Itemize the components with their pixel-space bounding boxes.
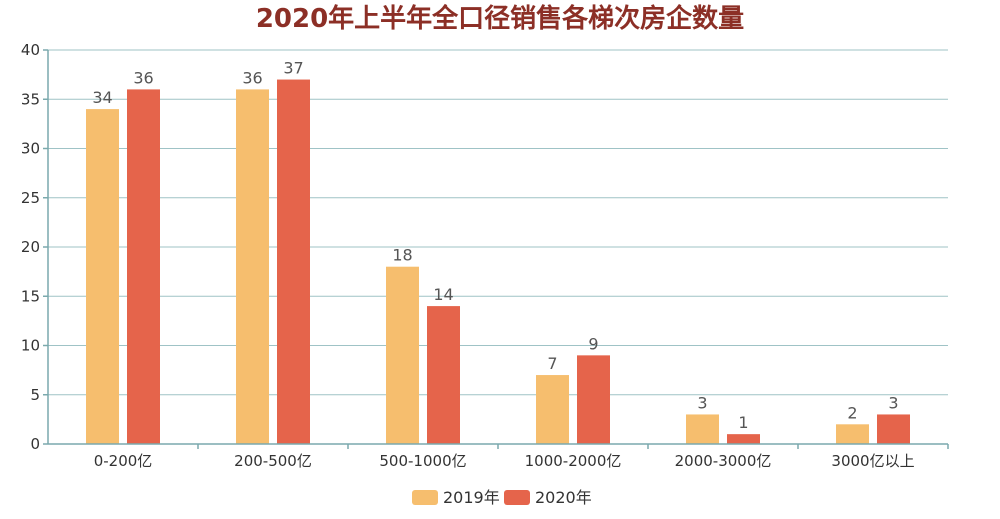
bar bbox=[386, 266, 419, 444]
y-tick-label: 5 bbox=[30, 386, 40, 404]
y-tick-label: 20 bbox=[21, 238, 40, 256]
x-category-label: 2000-3000亿 bbox=[675, 452, 772, 470]
bar bbox=[727, 434, 760, 444]
data-label: 9 bbox=[588, 334, 598, 353]
y-axis-ticks: 0 5 10 15 20 25 30 35 40 bbox=[21, 41, 48, 453]
data-label: 2 bbox=[847, 403, 857, 422]
y-tick-label: 25 bbox=[21, 189, 40, 207]
y-tick-label: 30 bbox=[21, 140, 40, 158]
data-label: 36 bbox=[242, 68, 262, 87]
x-category-label: 1000-2000亿 bbox=[525, 452, 622, 470]
grid-lines bbox=[48, 49, 948, 396]
data-label: 34 bbox=[92, 88, 112, 107]
data-label: 1 bbox=[738, 413, 748, 432]
data-labels: 34 36 36 37 18 14 7 9 3 1 2 3 bbox=[92, 59, 898, 433]
data-label: 36 bbox=[133, 68, 153, 87]
data-label: 37 bbox=[283, 59, 303, 78]
bar bbox=[686, 414, 719, 444]
data-label: 18 bbox=[392, 246, 412, 265]
legend-label[interactable]: 2020年 bbox=[535, 488, 592, 507]
bar bbox=[127, 89, 160, 445]
legend-label[interactable]: 2019年 bbox=[443, 488, 500, 507]
y-tick-label: 15 bbox=[21, 287, 40, 305]
legend: 2019年 2020年 bbox=[412, 488, 592, 507]
bar bbox=[836, 424, 869, 444]
x-category-label: 200-500亿 bbox=[234, 452, 312, 470]
bar bbox=[577, 355, 610, 444]
bar bbox=[427, 306, 460, 444]
bar bbox=[236, 89, 269, 445]
bar bbox=[277, 79, 310, 445]
x-axis-categories: 0-200亿 200-500亿 500-1000亿 1000-2000亿 2000-30… bbox=[94, 444, 949, 470]
bar bbox=[86, 109, 119, 444]
x-category-label: 0-200亿 bbox=[94, 452, 153, 470]
y-tick-label: 10 bbox=[21, 337, 40, 355]
x-category-label: 500-1000亿 bbox=[379, 452, 466, 470]
data-label: 3 bbox=[697, 393, 707, 412]
data-label: 3 bbox=[888, 393, 898, 412]
chart-title: 2020年上半年全口径销售各梯次房企数量 bbox=[256, 3, 744, 34]
data-label: 7 bbox=[547, 354, 557, 373]
y-tick-label: 0 bbox=[30, 435, 40, 453]
y-tick-label: 40 bbox=[21, 41, 40, 59]
data-label: 14 bbox=[433, 285, 453, 304]
x-category-label: 3000亿以上 bbox=[831, 452, 914, 470]
y-tick-label: 35 bbox=[21, 90, 40, 108]
legend-swatch[interactable] bbox=[412, 490, 438, 505]
bar bbox=[877, 414, 910, 444]
legend-swatch[interactable] bbox=[504, 490, 530, 505]
bar bbox=[536, 375, 569, 444]
bars bbox=[86, 79, 910, 445]
